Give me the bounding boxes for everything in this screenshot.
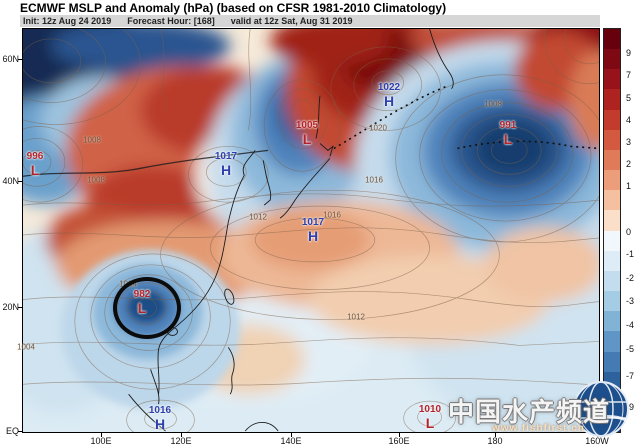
axis-tick xyxy=(101,433,102,437)
colorbar-cell xyxy=(604,170,620,191)
axis-tick xyxy=(399,433,400,437)
x-axis-label: 140E xyxy=(280,436,302,446)
y-axis-label: 40N xyxy=(2,176,19,186)
y-axis-label: 60N xyxy=(2,54,19,64)
x-axis-label: 120E xyxy=(170,436,192,446)
colorbar-tick-label: -5 xyxy=(626,343,635,354)
colorbar-tick-label: 1 xyxy=(626,181,632,192)
colorbar-tick-label: 9 xyxy=(626,48,632,59)
colorbar-tick-label: -3 xyxy=(626,296,635,307)
colorbar-cell xyxy=(604,210,620,231)
y-axis-label: 20N xyxy=(2,302,19,312)
colorbar-tick-label: 7 xyxy=(626,70,632,81)
x-axis-label: 160E xyxy=(388,436,410,446)
colorbar-cell xyxy=(604,49,620,70)
colorbar-tick-label: -7 xyxy=(626,371,635,382)
colorbar-cell xyxy=(604,230,620,251)
typhoon-annotation-circle xyxy=(113,277,181,339)
colorbar-cell xyxy=(604,331,620,352)
colorbar-cell xyxy=(604,291,620,312)
forecast-hour-label: Forecast Hour: [168] xyxy=(127,16,215,26)
x-axis-label: 160W xyxy=(585,436,609,446)
colorbar-cell xyxy=(604,69,620,90)
colorbar-cell xyxy=(604,89,620,110)
colorbar-cell xyxy=(604,411,620,433)
axis-tick xyxy=(18,307,22,308)
valid-time-label: valid at 12z Sat, Aug 31 2019 xyxy=(230,16,353,26)
colorbar-cell xyxy=(604,371,620,392)
colorbar-cell xyxy=(604,129,620,150)
colorbar-tick-label: 3 xyxy=(626,137,632,148)
axis-tick xyxy=(18,431,22,432)
colorbar-cell xyxy=(604,109,620,130)
init-time-label: Init: 12z Aug 24 2019 xyxy=(23,16,112,26)
x-axis-label: 180 xyxy=(487,436,503,446)
axis-tick xyxy=(597,433,598,437)
axis-tick xyxy=(18,181,22,182)
colorbar-tick-label: -1 xyxy=(626,248,635,259)
colorbar-cell xyxy=(604,351,620,372)
axis-tick xyxy=(18,59,22,60)
colorbar-cell xyxy=(604,190,620,211)
colorbar-cells xyxy=(604,29,620,433)
colorbar-cell xyxy=(604,29,620,50)
y-axis-label: EQ xyxy=(5,426,19,436)
colorbar-tick-label: 0 xyxy=(626,226,632,237)
colorbar xyxy=(603,28,621,433)
colorbar-tick-label: 5 xyxy=(626,92,632,103)
colorbar-cell xyxy=(604,391,620,412)
colorbar-tick-label: 4 xyxy=(626,114,632,125)
axis-tick xyxy=(181,433,182,437)
axis-tick xyxy=(291,433,292,437)
x-axis-label: 100E xyxy=(90,436,112,446)
chart-title: ECMWF MSLP and Anomaly (hPa) (based on C… xyxy=(20,1,447,15)
map-canvas xyxy=(22,28,600,433)
chart-subtitle-bar: Init: 12z Aug 24 2019 Forecast Hour: [16… xyxy=(20,15,600,27)
colorbar-tick-label: -9 xyxy=(626,401,635,412)
colorbar-cell xyxy=(604,311,620,332)
colorbar-tick-label: 2 xyxy=(626,159,632,170)
colorbar-cell xyxy=(604,149,620,171)
anomaly-field-art xyxy=(23,29,599,432)
colorbar-tick-label: -2 xyxy=(626,273,635,284)
colorbar-tick-label: -4 xyxy=(626,319,635,330)
colorbar-cell xyxy=(604,250,620,271)
colorbar-cell xyxy=(604,270,620,292)
axis-tick xyxy=(495,433,496,437)
